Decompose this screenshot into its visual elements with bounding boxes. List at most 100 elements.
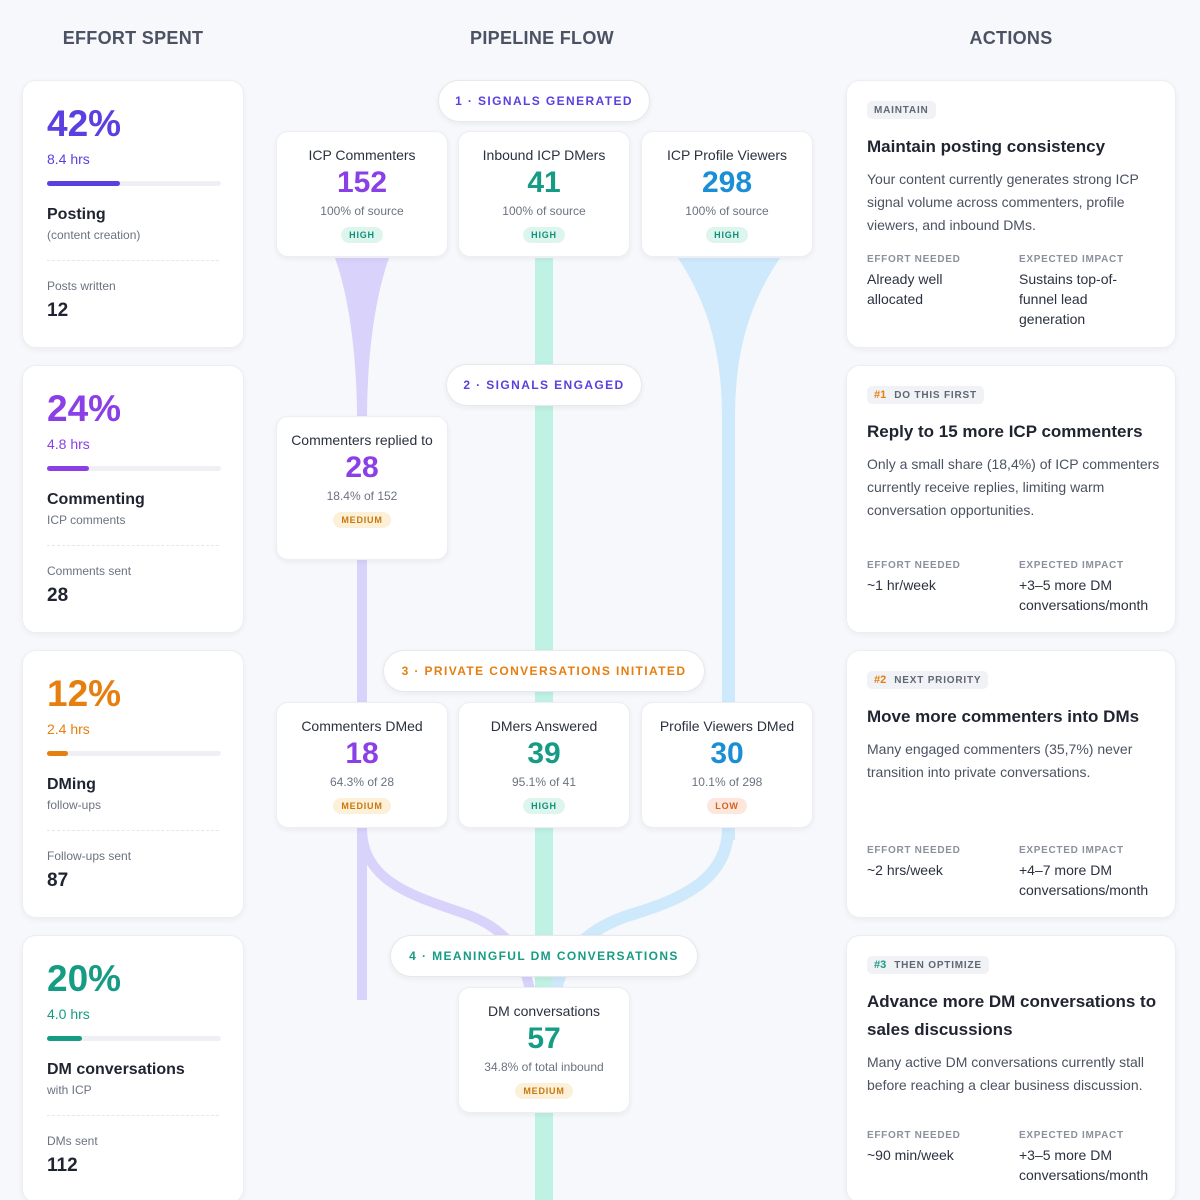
action-tag: MAINTAIN bbox=[867, 101, 936, 119]
expected-impact-label: EXPECTED IMPACT bbox=[1019, 560, 1124, 571]
effort-percent: 24% bbox=[47, 388, 122, 429]
effort-card-dming: 12% 2.4 hrs DMing follow-ups Follow-ups … bbox=[22, 650, 244, 918]
action-title: Move more commenters into DMs bbox=[867, 707, 1140, 726]
node-label: Inbound ICP DMers bbox=[482, 147, 606, 163]
expected-impact-value: +3–5 more DM conversations/month bbox=[1019, 577, 1149, 613]
action-card-3[interactable]: #3 THEN OPTIMIZE Advance more DM convers… bbox=[846, 935, 1176, 1200]
effort-needed-label: EFFORT NEEDED bbox=[867, 560, 961, 571]
effort-stat-label: Follow-ups sent bbox=[47, 849, 132, 863]
effort-needed-value: ~1 hr/week bbox=[867, 577, 936, 593]
effort-name: DMing bbox=[47, 776, 96, 793]
node-badge: MEDIUM bbox=[333, 798, 391, 814]
node-sub: 34.8% of total inbound bbox=[484, 1060, 604, 1074]
action-card-1[interactable]: #1 DO THIS FIRST Reply to 15 more ICP co… bbox=[846, 365, 1176, 633]
node-badge: MEDIUM bbox=[333, 512, 391, 528]
node-label: Profile Viewers DMed bbox=[659, 718, 795, 734]
expected-impact-label: EXPECTED IMPACT bbox=[1019, 254, 1124, 265]
effort-bar-fill bbox=[47, 751, 68, 756]
action-description: Only a small share (18,4%) of ICP commen… bbox=[867, 456, 1160, 518]
effort-bar-fill bbox=[47, 181, 121, 186]
actions-column-title: ACTIONS bbox=[969, 28, 1053, 48]
node-profile-viewers[interactable]: ICP Profile Viewers 298 100% of source H… bbox=[641, 131, 813, 257]
node-dm-conversations[interactable]: DM conversations 57 34.8% of total inbou… bbox=[458, 987, 630, 1113]
node-sub: 100% of source bbox=[320, 204, 404, 218]
node-value: 57 bbox=[527, 1022, 561, 1055]
action-title: Reply to 15 more ICP commenters bbox=[867, 422, 1143, 441]
node-badge: HIGH bbox=[523, 798, 565, 814]
expected-impact-label: EXPECTED IMPACT bbox=[1019, 845, 1124, 856]
effort-name: Posting bbox=[47, 206, 106, 223]
action-card-maintain[interactable]: MAINTAIN Maintain posting consistency Yo… bbox=[846, 80, 1176, 348]
effort-bar bbox=[47, 1036, 221, 1041]
node-badge: HIGH bbox=[523, 227, 565, 243]
flow-stream-viewers bbox=[678, 258, 780, 840]
node-sub: 95.1% of 41 bbox=[511, 775, 577, 789]
effort-needed-label: EFFORT NEEDED bbox=[867, 845, 961, 856]
node-dmers-answered[interactable]: DMers Answered 39 95.1% of 41 HIGH bbox=[458, 702, 630, 828]
node-value: 298 bbox=[701, 166, 753, 199]
node-label: ICP Profile Viewers bbox=[666, 147, 788, 163]
effort-percent: 42% bbox=[47, 103, 122, 144]
effort-card-dm-conversations: 20% 4.0 hrs DM conversations with ICP DM… bbox=[22, 935, 244, 1200]
node-sub: 100% of source bbox=[685, 204, 769, 218]
node-value: 18 bbox=[345, 737, 379, 770]
effort-bar bbox=[47, 466, 221, 471]
effort-stat-label: DMs sent bbox=[47, 1134, 98, 1148]
action-tag: #1 DO THIS FIRST bbox=[867, 386, 984, 404]
node-commenters-dmed[interactable]: Commenters DMed 18 64.3% of 28 MEDIUM bbox=[276, 702, 448, 828]
effort-card-commenting: 24% 4.8 hrs Commenting ICP comments Comm… bbox=[22, 365, 244, 633]
node-sub: 10.1% of 298 bbox=[691, 775, 763, 789]
effort-needed-value: ~90 min/week bbox=[867, 1147, 954, 1163]
node-icp-commenters[interactable]: ICP Commenters 152 100% of source HIGH bbox=[276, 131, 448, 257]
effort-name: Commenting bbox=[47, 491, 145, 508]
effort-hours: 8.4 hrs bbox=[47, 151, 90, 167]
node-value: 41 bbox=[527, 166, 561, 199]
effort-column-title: EFFORT SPENT bbox=[62, 28, 204, 48]
node-label: ICP Commenters bbox=[308, 147, 416, 163]
node-label: Commenters DMed bbox=[301, 718, 423, 734]
action-tag-number: #1 bbox=[874, 389, 887, 401]
action-card-2[interactable]: #2 NEXT PRIORITY Move more commenters in… bbox=[846, 650, 1176, 918]
expected-impact-value: +4–7 more DM conversations/month bbox=[1019, 862, 1149, 898]
node-badge: LOW bbox=[707, 798, 747, 814]
effort-stat-value: 112 bbox=[47, 1155, 78, 1176]
node-sub: 18.4% of 152 bbox=[326, 489, 398, 503]
node-badge: HIGH bbox=[706, 227, 748, 243]
effort-sub: follow-ups bbox=[47, 798, 102, 812]
effort-hours: 2.4 hrs bbox=[47, 721, 90, 737]
stage-pill-3: 3 · PRIVATE CONVERSATIONS INITIATED bbox=[383, 650, 705, 692]
effort-bar-fill bbox=[47, 1036, 82, 1041]
effort-stat-value: 87 bbox=[47, 870, 69, 891]
effort-divider bbox=[47, 545, 219, 546]
node-sub: 100% of source bbox=[502, 204, 586, 218]
effort-sub: ICP comments bbox=[47, 513, 126, 527]
node-viewers-dmed[interactable]: Profile Viewers DMed 30 10.1% of 298 LOW bbox=[641, 702, 813, 828]
pipeline-column-title: PIPELINE FLOW bbox=[470, 28, 614, 48]
node-inbound-dmers[interactable]: Inbound ICP DMers 41 100% of source HIGH bbox=[458, 131, 630, 257]
stage-pill-4: 4 · MEANINGFUL DM CONVERSATIONS bbox=[390, 935, 698, 977]
action-tag-text: NEXT PRIORITY bbox=[894, 674, 982, 686]
effort-stat-value: 12 bbox=[47, 300, 69, 321]
node-commenters-replied[interactable]: Commenters replied to 28 18.4% of 152 ME… bbox=[276, 416, 448, 560]
action-tag: #2 NEXT PRIORITY bbox=[867, 671, 989, 689]
effort-hours: 4.8 hrs bbox=[47, 436, 90, 452]
effort-bar bbox=[47, 181, 221, 186]
node-label: DMers Answered bbox=[490, 718, 598, 734]
action-tag: #3 THEN OPTIMIZE bbox=[867, 956, 989, 974]
effort-divider bbox=[47, 1115, 219, 1116]
effort-divider bbox=[47, 830, 219, 831]
effort-bar-fill bbox=[47, 466, 89, 471]
action-tag-number: #2 bbox=[874, 674, 887, 686]
node-badge: MEDIUM bbox=[515, 1083, 573, 1099]
node-value: 39 bbox=[527, 737, 561, 770]
node-label: DM conversations bbox=[487, 1003, 601, 1019]
stage-pill-1: 1 · SIGNALS GENERATED bbox=[438, 80, 650, 122]
node-sub: 64.3% of 28 bbox=[329, 775, 395, 789]
action-title: Maintain posting consistency bbox=[867, 137, 1106, 156]
action-tag-text: DO THIS FIRST bbox=[894, 389, 977, 401]
node-value: 30 bbox=[710, 737, 744, 770]
effort-name: DM conversations bbox=[47, 1061, 185, 1078]
expected-impact-value: Sustains top-of-funnel lead generation bbox=[1019, 271, 1118, 327]
effort-sub: with ICP bbox=[47, 1083, 92, 1097]
effort-needed-label: EFFORT NEEDED bbox=[867, 254, 961, 265]
